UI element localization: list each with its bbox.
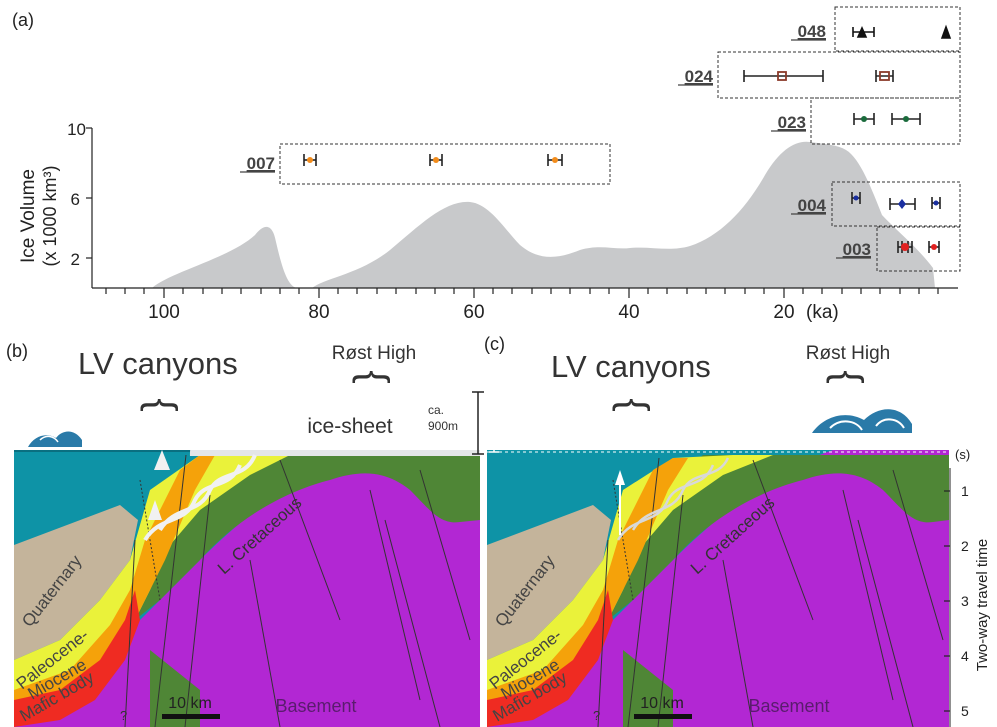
x-tick-label: 60: [463, 302, 484, 323]
y-tick-label: 2: [71, 250, 80, 269]
panel-b: (b) LV canyons { Røst High {: [6, 341, 484, 727]
twt-tick: 5: [961, 703, 969, 719]
x-tick-label: 100: [148, 302, 180, 323]
panel-b-title: LV canyons: [78, 346, 238, 381]
mafic-body-b: [14, 590, 140, 727]
box-023: [810, 97, 961, 145]
sealevel-label: ca. 120m: [503, 437, 552, 451]
panel-b-high: Røst High: [332, 343, 416, 364]
canyon-arrows-c: [616, 457, 730, 541]
twt-axis: (s) 1 2 3 4 5 Two-way travel time: [944, 447, 991, 727]
scale-bar-b: [162, 714, 220, 719]
up-arrow-b2: [154, 450, 170, 470]
twt-tick: 4: [961, 648, 969, 664]
panel-a-label: (a): [12, 10, 34, 30]
question-c: ?: [593, 708, 600, 723]
y-tick-label: 6: [71, 190, 80, 209]
errorbars-004: [851, 192, 941, 210]
panel-c-brace-1: {: [612, 398, 656, 411]
ice-volume-curve: [152, 141, 935, 288]
twt-tick: 3: [961, 593, 969, 609]
box-048: [834, 6, 961, 52]
core-label-024: 024: [685, 67, 714, 86]
basement-label-c: Basement: [748, 696, 829, 716]
basement-label-b: Basement: [275, 696, 356, 716]
core-label-048: 048: [798, 22, 826, 41]
panel-c-high: Røst High: [806, 343, 890, 364]
scale-label-b: 10 km: [168, 695, 212, 712]
core-label-003: 003: [843, 240, 871, 259]
errorbars-048: [852, 24, 952, 39]
cretaceous-b: [110, 450, 480, 727]
ice-sheet-shape: [189, 450, 480, 456]
x-tick-label: 80: [308, 302, 329, 323]
thickness-label-2: 900m: [428, 419, 458, 433]
panel-c-brace-2: {: [826, 370, 870, 383]
errorbars-007: [303, 154, 563, 166]
x-tick-label: 20: [773, 302, 794, 323]
up-arrow-c: [615, 470, 625, 485]
panel-b-brace-2: {: [352, 370, 396, 383]
sealevel-bar: [489, 435, 499, 453]
quaternary-b: [14, 505, 138, 660]
x-tick-label: 40: [618, 302, 639, 323]
twt-tick: 2: [961, 538, 969, 554]
y-axis-label-1: Ice Volume: [18, 169, 39, 263]
twt-label: Two-way travel time: [974, 539, 991, 672]
panel-b-brace-1: {: [140, 398, 184, 411]
panel-a: (a) 2 6 10 Ice Volume (x 1000 km³): [12, 6, 961, 323]
twt-tick: 1: [961, 483, 969, 499]
thickness-label-1: ca.: [428, 403, 444, 417]
panel-c-label: (c): [484, 334, 505, 354]
basement-b: [14, 450, 480, 727]
scale-bar-c: [634, 714, 692, 719]
paleo-miocene-c: [487, 455, 773, 712]
paleo-miocene-b: [14, 450, 300, 712]
core-label-023: 023: [778, 113, 806, 132]
y-axis-label-2: (x 1000 km³): [40, 165, 60, 266]
box-003: [876, 226, 961, 272]
box-004: [831, 181, 961, 227]
cretaceous-c: [583, 455, 949, 727]
core-label-004: 004: [798, 196, 827, 215]
ice-sheet-label: ice-sheet: [307, 415, 392, 438]
panel-c-title: LV canyons: [551, 349, 711, 384]
wave-icon-c: [812, 409, 912, 433]
twt-unit: (s): [955, 447, 970, 462]
panel-c: (c) LV canyons { Røst High {: [484, 334, 949, 727]
thickness-bar: [472, 391, 484, 455]
mafic-body-c: [487, 590, 613, 727]
basement-c: [487, 450, 949, 727]
up-arrow-b: [148, 500, 162, 520]
orange-band-b: [14, 455, 215, 710]
errorbars-003: [897, 241, 940, 253]
y-tick-label: 10: [67, 120, 86, 139]
scale-label-c: 10 km: [640, 695, 684, 712]
box-007: [279, 143, 611, 185]
box-024: [717, 51, 961, 99]
errorbars-024: [743, 70, 894, 82]
question-b: ?: [120, 708, 127, 723]
x-axis-unit: (ka): [806, 302, 839, 323]
errorbars-023: [853, 113, 921, 125]
quaternary-c: [487, 505, 611, 660]
orange-band-c: [487, 458, 688, 710]
panel-b-label: (b): [6, 341, 28, 361]
core-label-007: 007: [247, 154, 275, 173]
canyon-arrows-b: [143, 454, 257, 542]
